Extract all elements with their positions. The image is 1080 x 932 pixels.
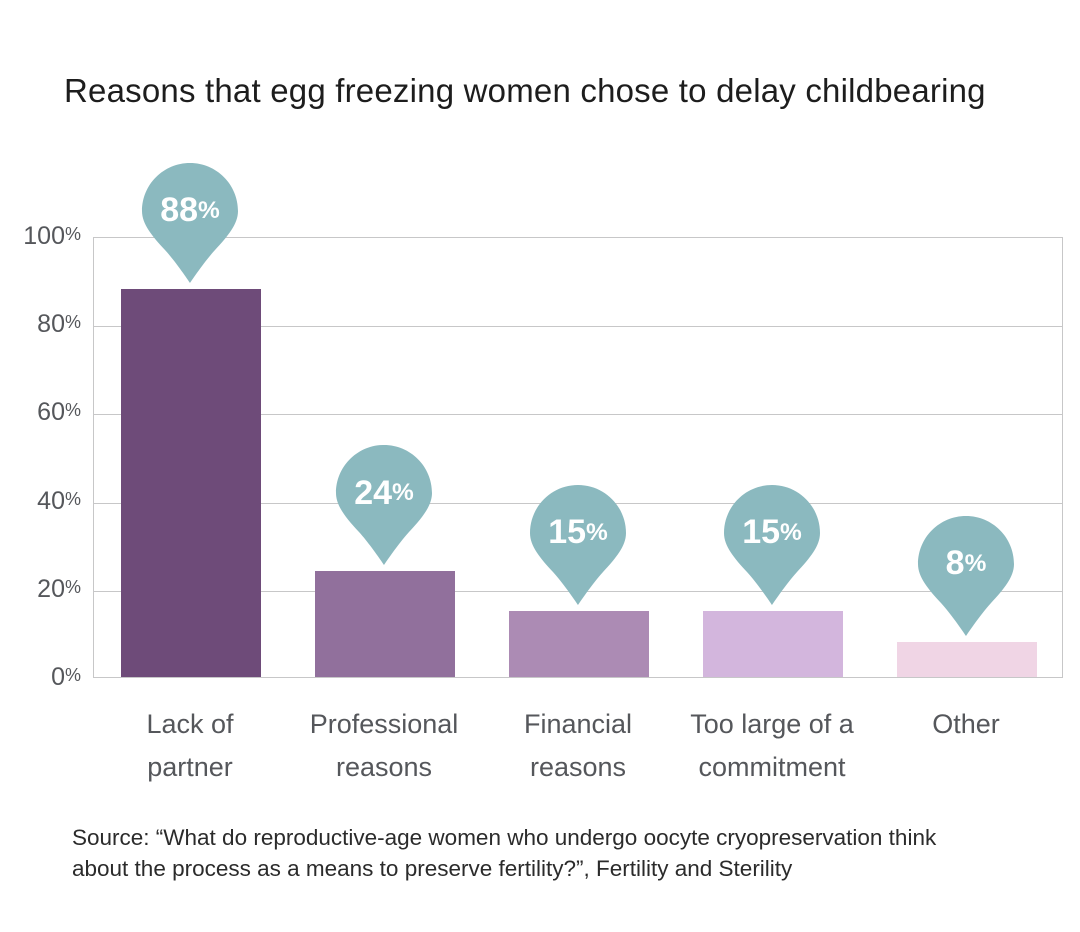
callout-pin-icon — [142, 162, 238, 283]
bar-lack-of-partner — [121, 288, 261, 677]
gridline-80 — [94, 326, 1062, 328]
y-tick-label-40: 40% — [37, 486, 81, 515]
x-tick-label-lack-of-partner: Lack of partner — [146, 709, 234, 782]
y-tick-label-80: 80% — [37, 310, 81, 339]
callout-pin-icon — [336, 445, 432, 566]
value-callout-other: 8% — [914, 515, 1018, 636]
callout-pin-icon — [530, 484, 626, 605]
value-callout-too-large-of-a-commitment: 15% — [720, 484, 824, 605]
value-callout-financial-reasons: 15% — [526, 484, 630, 605]
bar-professional-reasons — [315, 571, 455, 677]
y-tick-label-60: 60% — [37, 398, 81, 427]
bar-financial-reasons — [509, 610, 649, 677]
value-label: 15% — [548, 513, 608, 552]
x-tick-label-professional-reasons: Professional reasons — [309, 709, 459, 782]
source-note: Source: “What do reproductive-age women … — [72, 822, 936, 884]
source-line-2: about the process as a means to preserve… — [72, 856, 793, 881]
y-tick-label-0: 0% — [51, 663, 81, 691]
x-tick-label-too-large-of-a-commitment: Too large of a commitment — [690, 709, 854, 782]
bar-too-large-of-a-commitment — [703, 610, 843, 677]
x-tick-label-other: Other — [932, 709, 1000, 739]
source-line-1: Source: “What do reproductive-age women … — [72, 825, 937, 850]
gridline-60 — [94, 414, 1062, 416]
y-tick-label-20: 20% — [37, 574, 81, 603]
callout-pin-icon — [918, 515, 1014, 636]
value-label: 24% — [354, 473, 414, 512]
chart-title: Reasons that egg freezing women chose to… — [64, 72, 986, 109]
x-tick-label-financial-reasons: Financial reasons — [523, 709, 633, 782]
value-label: 88% — [160, 191, 220, 230]
callout-pin-icon — [724, 484, 820, 605]
value-callout-professional-reasons: 24% — [332, 445, 436, 566]
value-label: 8% — [945, 544, 987, 583]
plot-area — [93, 237, 1063, 678]
value-label: 15% — [742, 513, 802, 552]
value-callout-lack-of-partner: 88% — [138, 162, 242, 283]
y-tick-label-100: 100% — [23, 222, 81, 250]
bar-other — [897, 641, 1037, 677]
